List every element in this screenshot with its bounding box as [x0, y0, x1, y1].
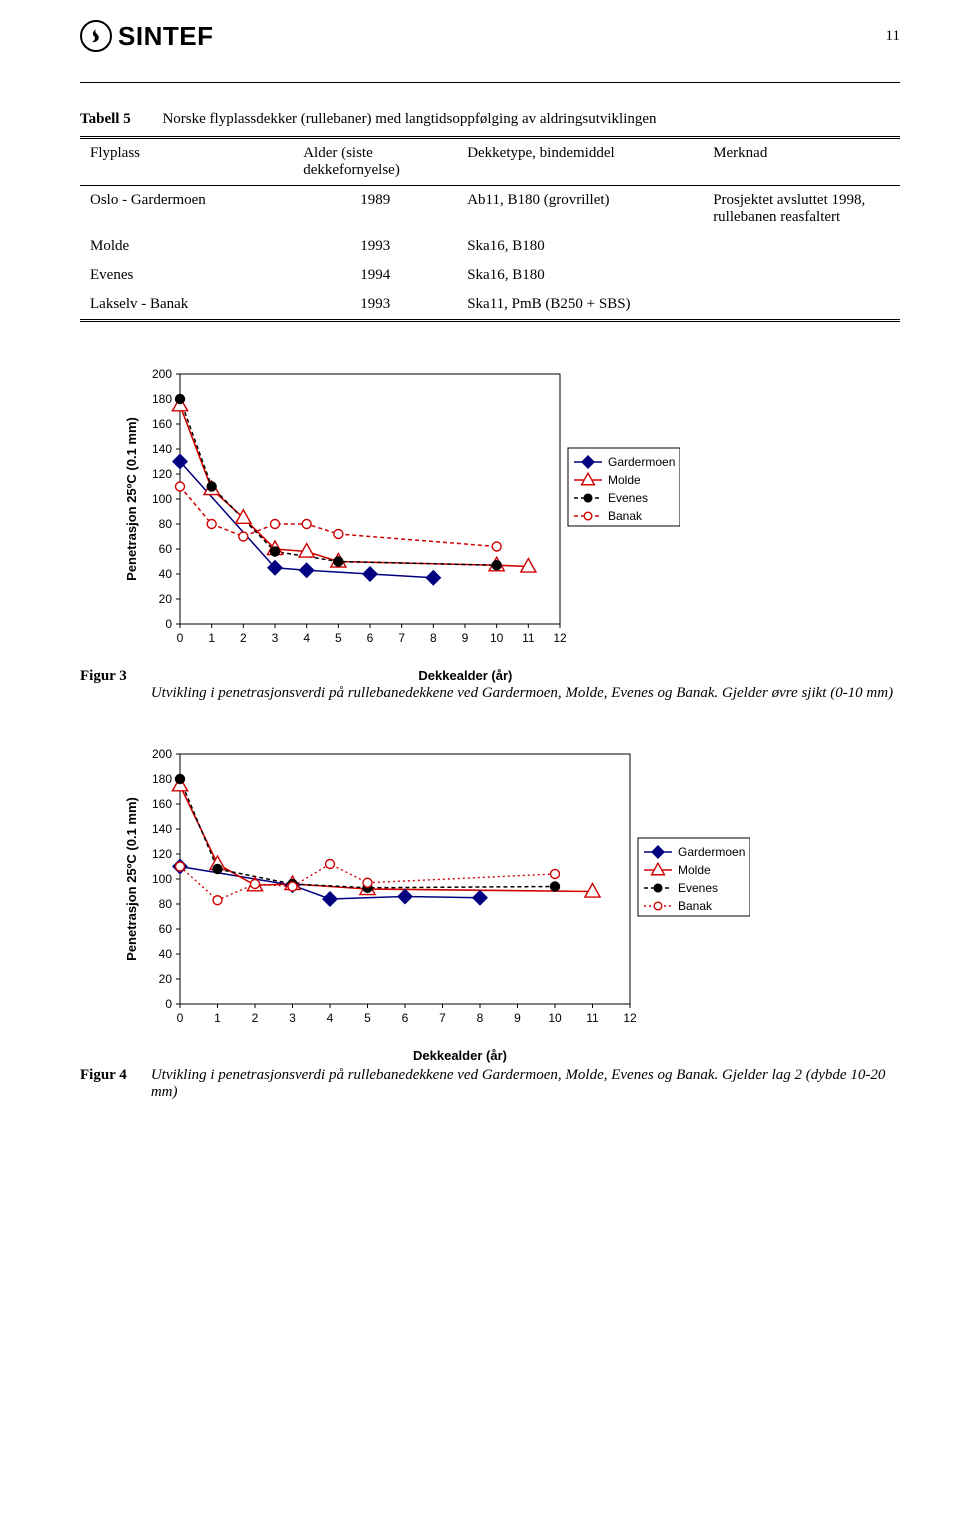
figure4-label: Figur 4	[80, 1067, 127, 1101]
svg-text:Banak: Banak	[678, 899, 713, 913]
table5-heading: Tabell 5 Norske flyplassdekker (rulleban…	[80, 111, 900, 128]
svg-text:12: 12	[553, 631, 567, 645]
svg-text:2: 2	[252, 1011, 259, 1025]
svg-text:100: 100	[152, 492, 172, 506]
svg-text:6: 6	[402, 1011, 409, 1025]
table5-cell: 1993	[293, 232, 457, 261]
svg-text:60: 60	[159, 542, 173, 556]
svg-text:4: 4	[327, 1011, 334, 1025]
svg-text:0: 0	[165, 617, 172, 631]
figure3-caption: Utvikling i penetrasjonsverdi på rulleba…	[151, 685, 893, 701]
table5-cell: Oslo - Gardermoen	[80, 186, 293, 233]
svg-text:7: 7	[398, 631, 405, 645]
svg-text:140: 140	[152, 822, 172, 836]
svg-text:5: 5	[364, 1011, 371, 1025]
svg-text:3: 3	[289, 1011, 296, 1025]
svg-text:1: 1	[208, 631, 215, 645]
header-rule	[80, 82, 900, 83]
table5-cell	[703, 261, 900, 290]
sintef-logo: SINTEF	[80, 20, 213, 52]
table5-cell: 1989	[293, 186, 457, 233]
table5-cell: Ska16, B180	[457, 261, 703, 290]
svg-text:8: 8	[477, 1011, 484, 1025]
table5-cell: Prosjektet avsluttet 1998, rullebanen re…	[703, 186, 900, 233]
svg-text:180: 180	[152, 392, 172, 406]
svg-text:0: 0	[177, 1011, 184, 1025]
svg-text:12: 12	[623, 1011, 637, 1025]
svg-text:160: 160	[152, 417, 172, 431]
svg-text:Molde: Molde	[678, 863, 711, 877]
table5-cell	[703, 232, 900, 261]
svg-text:11: 11	[586, 1011, 599, 1025]
svg-text:Penetrasjon 25ºC (0.1 mm): Penetrasjon 25ºC (0.1 mm)	[124, 417, 139, 581]
svg-text:9: 9	[462, 631, 469, 645]
figure4-chart: 0204060801001201401601802000123456789101…	[120, 744, 750, 1044]
svg-text:180: 180	[152, 772, 172, 786]
svg-text:1: 1	[214, 1011, 221, 1025]
svg-text:200: 200	[152, 367, 172, 381]
svg-text:2: 2	[240, 631, 247, 645]
svg-text:Penetrasjon 25ºC (0.1 mm): Penetrasjon 25ºC (0.1 mm)	[124, 797, 139, 961]
svg-text:Gardermoen: Gardermoen	[608, 455, 675, 469]
svg-text:0: 0	[177, 631, 184, 645]
figure3-xlabel: Dekkealder (år)	[31, 668, 900, 683]
table5-cell: 1994	[293, 261, 457, 290]
table5-cell: Lakselv - Banak	[80, 290, 293, 321]
svg-text:60: 60	[159, 922, 173, 936]
svg-text:6: 6	[367, 631, 374, 645]
figure4-caption-row: Figur 4 Utvikling i penetrasjonsverdi på…	[80, 1067, 900, 1101]
svg-text:5: 5	[335, 631, 342, 645]
figure3-caption-row: Figur 3 Dekkealder (år) Utvikling i pene…	[80, 668, 900, 702]
svg-text:Banak: Banak	[608, 509, 643, 523]
svg-text:140: 140	[152, 442, 172, 456]
svg-text:40: 40	[159, 947, 173, 961]
table5-col-header: Dekketype, bindemiddel	[457, 138, 703, 186]
figure4-xlabel: Dekkealder (år)	[413, 1048, 507, 1063]
figure4-block: 0204060801001201401601802000123456789101…	[80, 744, 900, 1101]
svg-text:3: 3	[272, 631, 279, 645]
svg-text:10: 10	[548, 1011, 562, 1025]
svg-text:7: 7	[439, 1011, 446, 1025]
svg-text:9: 9	[514, 1011, 521, 1025]
page-header: SINTEF 11	[80, 20, 900, 52]
svg-text:Evenes: Evenes	[608, 491, 648, 505]
svg-text:20: 20	[159, 592, 173, 606]
svg-text:8: 8	[430, 631, 437, 645]
figure3-chart: 0204060801001201401601802000123456789101…	[120, 364, 680, 664]
svg-text:40: 40	[159, 567, 173, 581]
table5-col-header: Alder (siste dekkefornyelse)	[293, 138, 457, 186]
svg-text:120: 120	[152, 467, 172, 481]
svg-text:11: 11	[522, 631, 535, 645]
page-number: 11	[886, 28, 900, 45]
table5-caption: Norske flyplassdekker (rullebaner) med l…	[162, 111, 656, 127]
svg-text:200: 200	[152, 747, 172, 761]
svg-text:Gardermoen: Gardermoen	[678, 845, 745, 859]
logo-mark-icon	[80, 20, 112, 52]
svg-text:10: 10	[490, 631, 504, 645]
table5-col-header: Merknad	[703, 138, 900, 186]
table5-cell	[703, 290, 900, 321]
logo-text: SINTEF	[118, 21, 213, 52]
table5-cell: Evenes	[80, 261, 293, 290]
svg-text:20: 20	[159, 972, 173, 986]
table5-cell: 1993	[293, 290, 457, 321]
svg-text:80: 80	[159, 897, 173, 911]
svg-text:Molde: Molde	[608, 473, 641, 487]
table5: FlyplassAlder (siste dekkefornyelse)Dekk…	[80, 136, 900, 322]
figure4-caption: Utvikling i penetrasjonsverdi på rulleba…	[151, 1067, 900, 1101]
table5-col-header: Flyplass	[80, 138, 293, 186]
figure3-block: 0204060801001201401601802000123456789101…	[80, 364, 900, 702]
svg-text:0: 0	[165, 997, 172, 1011]
svg-text:120: 120	[152, 847, 172, 861]
table5-cell: Ska16, B180	[457, 232, 703, 261]
svg-text:100: 100	[152, 872, 172, 886]
table5-cell: Molde	[80, 232, 293, 261]
svg-text:Evenes: Evenes	[678, 881, 718, 895]
table5-cell: Ska11, PmB (B250 + SBS)	[457, 290, 703, 321]
svg-text:80: 80	[159, 517, 173, 531]
table5-cell: Ab11, B180 (grovrillet)	[457, 186, 703, 233]
svg-text:160: 160	[152, 797, 172, 811]
svg-text:4: 4	[303, 631, 310, 645]
table5-label: Tabell 5	[80, 111, 131, 127]
